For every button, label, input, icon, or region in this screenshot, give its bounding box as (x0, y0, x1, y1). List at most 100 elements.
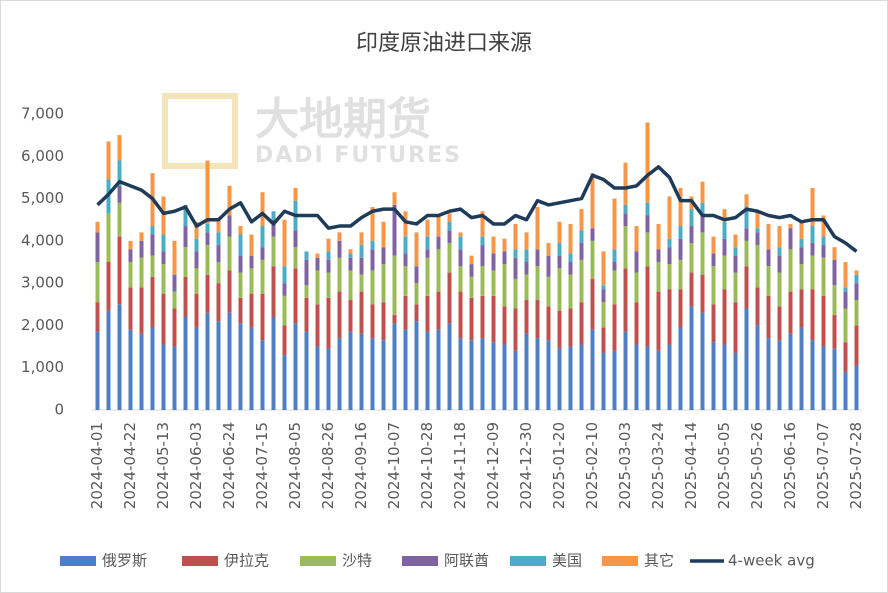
x-tick-label: 2025-01-20 (550, 422, 568, 509)
bar-segment (139, 232, 144, 241)
bar-segment (282, 295, 287, 326)
bar-segment (678, 289, 683, 328)
bar-segment (106, 213, 111, 262)
bar-segment (271, 266, 276, 317)
bar-segment (700, 181, 705, 203)
bar-segment (249, 268, 254, 294)
bar-segment (777, 340, 782, 410)
bar-segment (403, 253, 408, 267)
bar-segment (469, 276, 474, 298)
x-tick-label: 2024-09-16 (352, 422, 370, 509)
bar-segment (381, 264, 386, 303)
bar-segment (766, 295, 771, 339)
bar-segment (293, 230, 298, 248)
bar-segment (205, 274, 210, 313)
bar-segment (183, 204, 188, 227)
bar-segment (810, 188, 815, 227)
bar-segment (733, 352, 738, 410)
bar-segment (733, 247, 738, 256)
bar-segment (392, 204, 397, 256)
bar-segment (612, 350, 617, 410)
bar-segment (843, 291, 848, 309)
bar-segment (513, 350, 518, 410)
bar-segment (535, 207, 540, 250)
bar-segment (733, 302, 738, 353)
bar-segment (854, 283, 859, 301)
bar-segment (238, 323, 243, 410)
bar-segment (832, 259, 837, 286)
bar-segment (150, 234, 155, 256)
bar-segment (293, 268, 298, 324)
bar-segment (854, 325, 859, 366)
bar-segment (359, 257, 364, 275)
bar-segment (733, 255, 738, 273)
bar-segment (282, 325, 287, 356)
bar-segment (271, 219, 276, 237)
bar-segment (733, 234, 738, 248)
bar-segment (469, 255, 474, 265)
bar-segment (832, 285, 837, 315)
bar-segment (425, 295, 430, 332)
bar-segment (194, 221, 199, 239)
bar-segment (744, 207, 749, 229)
bar-segment (161, 344, 166, 410)
bar-segment (524, 232, 529, 250)
bar-segment (601, 352, 606, 410)
bar-segment (326, 297, 331, 349)
bar-segment (161, 264, 166, 294)
bar-segment (524, 274, 529, 301)
bar-segment (722, 209, 727, 222)
bar-segment (700, 274, 705, 313)
bar-segment (337, 257, 342, 292)
bar-segment (128, 287, 133, 330)
bar-segment (161, 196, 166, 235)
bar-segment (304, 297, 309, 332)
bar-segment (788, 228, 793, 250)
bar-segment (117, 202, 122, 237)
bar-segment (810, 255, 815, 290)
bar-segment (535, 249, 540, 267)
bar-segment (469, 340, 474, 410)
bar-segment (689, 242, 694, 273)
bar-segment (403, 329, 408, 410)
bar-segment (722, 344, 727, 410)
bar-segment (238, 226, 243, 235)
bar-segment (150, 276, 155, 328)
bar-segment (480, 295, 485, 339)
bar-segment (623, 268, 628, 332)
bar-segment (227, 215, 232, 237)
legend-label: 俄罗斯 (102, 552, 147, 570)
bar-segment (172, 308, 177, 347)
bar-segment (645, 202, 650, 216)
bar-segment (854, 300, 859, 326)
bar-segment (216, 245, 221, 262)
bar-segment (656, 350, 661, 410)
legend-swatch (602, 556, 638, 566)
bar-segment (194, 327, 199, 410)
bar-segment (700, 215, 705, 233)
bar-segment (249, 327, 254, 410)
bar-segment (568, 262, 573, 275)
bar-segment (612, 304, 617, 351)
bar-segment (315, 304, 320, 347)
bar-segment (645, 232, 650, 267)
bar-segment (282, 283, 287, 296)
bar-segment (535, 338, 540, 410)
x-tick-label: 2025-04-14 (682, 422, 700, 509)
bar-segment (392, 255, 397, 315)
bar-segment (271, 236, 276, 267)
bar-segment (524, 249, 529, 262)
bar-segment (601, 289, 606, 303)
bar-segment (337, 338, 342, 410)
bar-segment (337, 232, 342, 241)
bar-segment (392, 323, 397, 410)
bar-segment (843, 371, 848, 410)
bar-segment (568, 308, 573, 347)
bar-segment (436, 215, 441, 237)
bar-segment (216, 321, 221, 410)
bar-segment (612, 249, 617, 262)
bar-segment (392, 314, 397, 324)
bar-segment (843, 342, 848, 372)
bar-segment (590, 240, 595, 279)
bar-segment (579, 242, 584, 260)
